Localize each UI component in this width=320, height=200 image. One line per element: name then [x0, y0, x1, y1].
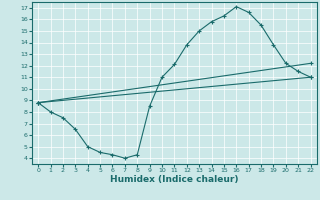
X-axis label: Humidex (Indice chaleur): Humidex (Indice chaleur): [110, 175, 239, 184]
